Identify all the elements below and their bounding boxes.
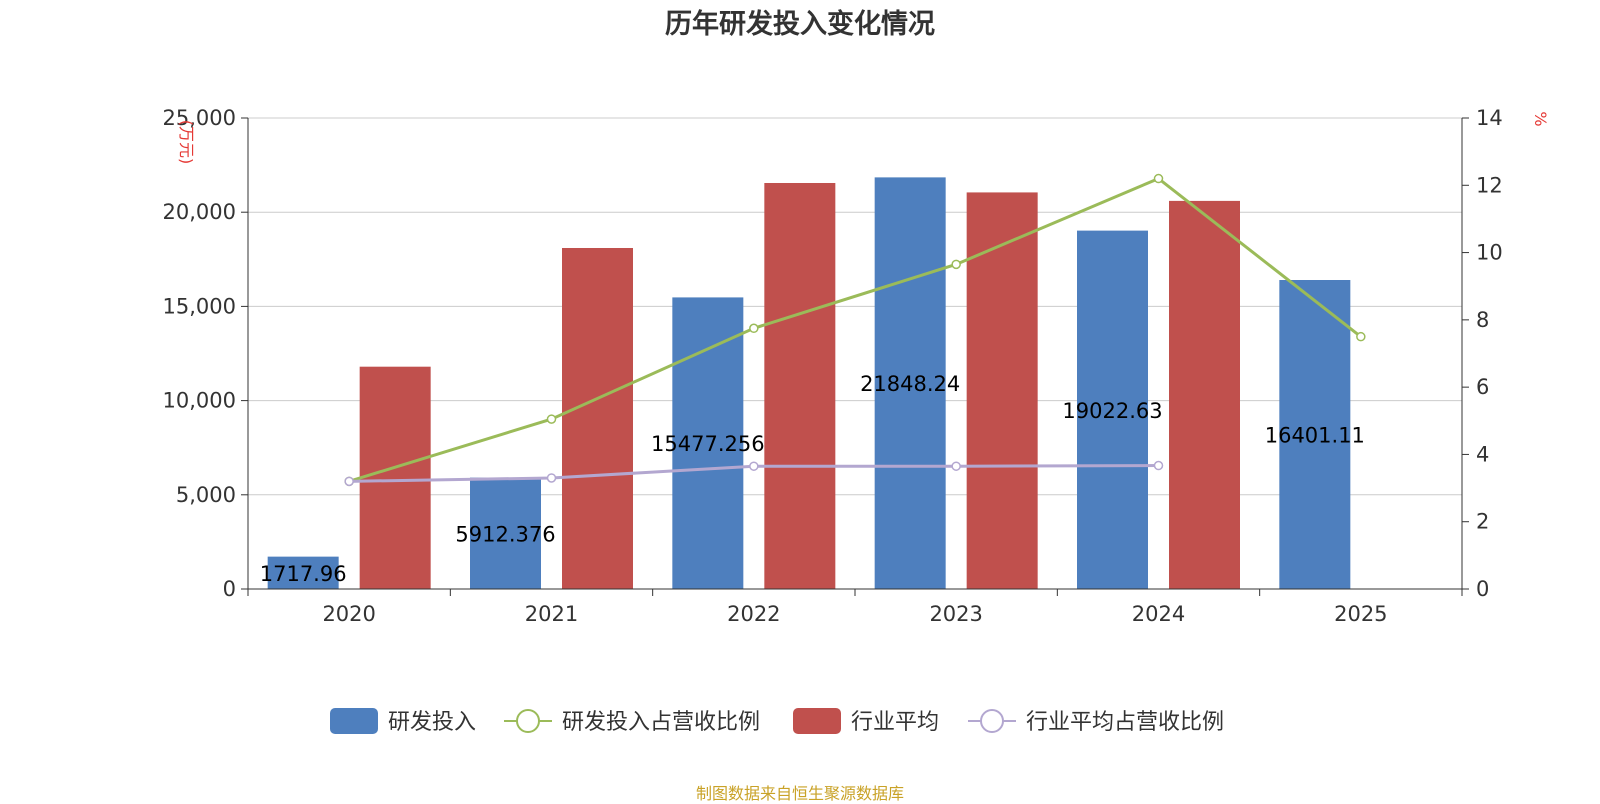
legend: 研发投入 研发投入占营收比例 行业平均 行业平均占营收比例 [330, 708, 1224, 735]
chart-title: 历年研发投入变化情况 [665, 9, 935, 40]
bar-data-label: 21848.24 [860, 372, 960, 396]
bar-data-label: 5912.376 [455, 522, 555, 546]
y-left-tick-label: 10,000 [163, 389, 236, 413]
y-right-tick-label: 14 [1476, 106, 1503, 130]
y-right-tick-label: 6 [1476, 375, 1489, 399]
y-left-tick-label: 25,000 [163, 106, 236, 130]
lines [344, 173, 1366, 487]
bar-rd-investment [1279, 280, 1351, 589]
y-right-tick-label: 2 [1476, 510, 1489, 534]
bar-data-label: 15477.256 [651, 432, 765, 456]
bar-rd-investment [267, 556, 339, 589]
bar-data-label: 16401.11 [1265, 424, 1365, 448]
point-rd-ratio [1356, 331, 1366, 342]
point-rd-ratio [1153, 173, 1164, 184]
point-rd-ratio [546, 414, 557, 424]
y-left-unit: (万元) [177, 120, 196, 165]
y-right-unit: % [1531, 111, 1550, 126]
data-source: 制图数据来自恒生聚源数据库 [695, 784, 904, 803]
legend-swatch-bar [330, 708, 378, 734]
x-tick-label: 2021 [525, 602, 578, 626]
legend-label: 行业平均占营收比例 [1026, 710, 1224, 735]
bar-industry-average [764, 182, 836, 590]
y-left-tick-label: 20,000 [163, 200, 236, 224]
y-right-tick-label: 4 [1476, 442, 1489, 466]
bar-rd-investment [1077, 230, 1148, 589]
bars [267, 177, 1351, 590]
bar-data-label: 1717.96 [260, 562, 347, 586]
legend-swatch-point [980, 709, 1004, 733]
bar-rd-investment [470, 477, 541, 589]
x-tick-label: 2020 [322, 602, 375, 626]
y-right-tick-label: 8 [1476, 308, 1489, 332]
legend-label: 研发投入 [388, 710, 476, 735]
point-rd-ratio [749, 323, 759, 334]
point-rd-ratio [951, 259, 961, 270]
bar-data-label: 19022.63 [1062, 399, 1162, 423]
axes: 0 5,000 10,000 15,000 20,000 25,000 0 2 4 6 8 10 12 1… [163, 106, 1550, 626]
data-labels: 1717.96 5912.376 15477.256 21848.24 19022.63… [260, 372, 1365, 586]
point-industry-ratio [749, 461, 759, 471]
point-industry-ratio [546, 473, 557, 483]
legend-label: 行业平均 [851, 710, 939, 735]
point-industry-ratio [951, 461, 961, 471]
x-tick-label: 2024 [1132, 602, 1185, 626]
bar-rd-investment [672, 297, 744, 589]
bar-industry-average [562, 247, 633, 589]
bar-industry-average [1169, 200, 1240, 589]
y-right-tick-label: 12 [1476, 173, 1503, 197]
x-tick-label: 2022 [727, 602, 780, 626]
y-right-tick-label: 10 [1476, 241, 1503, 265]
legend-swatch-point [516, 709, 540, 733]
point-industry-ratio [1153, 460, 1164, 471]
point-industry-ratio [344, 476, 354, 487]
y-left-tick-label: 15,000 [163, 294, 236, 318]
y-left-tick-label: 5,000 [176, 483, 236, 507]
y-right-tick-label: 0 [1476, 577, 1489, 601]
legend-swatch-bar [793, 708, 841, 734]
grid-lines [248, 117, 1462, 496]
legend-label: 研发投入占营收比例 [562, 710, 760, 735]
bar-industry-average [966, 192, 1038, 589]
bar-industry-average [359, 366, 431, 589]
x-tick-label: 2023 [929, 602, 982, 626]
x-tick-label: 2025 [1334, 602, 1387, 626]
y-left-tick-label: 0 [223, 577, 236, 601]
bar-rd-investment [874, 177, 946, 590]
line-rd-ratio [348, 176, 1362, 483]
